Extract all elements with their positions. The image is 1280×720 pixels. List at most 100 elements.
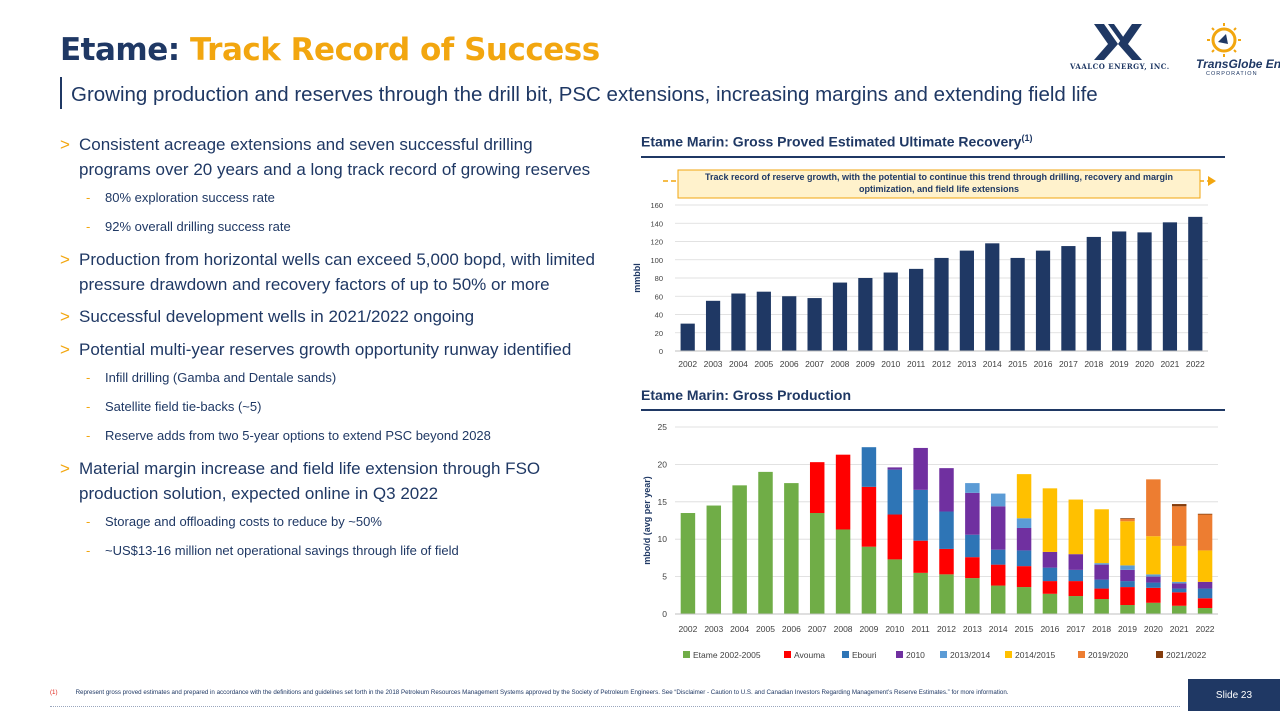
prod-bar-segment: [861, 447, 877, 487]
eur-xtick-label: 2012: [932, 359, 951, 369]
prod-ytick-label: 0: [662, 609, 667, 619]
eur-xtick-label: 2017: [1059, 359, 1078, 369]
prod-bar-segment: [1171, 545, 1187, 582]
prod-bar-segment: [990, 506, 1006, 550]
prod-legend-label: 2010: [906, 650, 925, 660]
eur-chart-title-sup: (1): [1021, 133, 1033, 143]
prod-bar-segment: [1042, 567, 1058, 582]
prod-bar-segment: [939, 468, 954, 512]
prod-xtick-label: 2022: [1196, 624, 1215, 634]
prod-bar-segment: [1171, 588, 1187, 593]
prod-bar-segment: [1120, 569, 1135, 582]
eur-bar: [680, 323, 695, 351]
prod-ytick-label: 25: [658, 422, 668, 432]
prod-xtick-label: 2012: [937, 624, 956, 634]
eur-xtick-label: 2014: [983, 359, 1002, 369]
prod-bar-segment: [1171, 605, 1187, 614]
prod-bar-segment: [1068, 554, 1084, 570]
bullet-1: Consistent acreage extensions and seven …: [60, 133, 600, 182]
prod-bar-segment: [913, 489, 928, 541]
prod-legend-swatch: [1156, 651, 1163, 658]
prod-bar-segment: [861, 546, 877, 614]
eur-bar: [959, 250, 974, 351]
prod-legend-swatch: [940, 651, 947, 658]
prod-bar-segment: [784, 483, 799, 614]
eur-bar: [1112, 231, 1127, 351]
prod-bar-segment: [913, 572, 928, 614]
eur-ytick-label: 0: [659, 347, 663, 356]
sub-bullet-1-1: 80% exploration success rate: [60, 190, 600, 206]
subtitle-divider: [60, 77, 62, 109]
transglobe-logo-subtext: CORPORATION: [1206, 71, 1258, 77]
prod-bar-segment: [1042, 488, 1058, 552]
prod-bar-segment: [861, 486, 877, 547]
transglobe-logo-icon: [1207, 23, 1241, 57]
prod-bar-segment: [835, 454, 851, 530]
eur-bar: [858, 278, 873, 351]
eur-xtick-label: 2013: [957, 359, 976, 369]
prod-bar-segment: [1094, 509, 1109, 564]
prod-bar-segment: [1016, 518, 1032, 528]
callout-text-wrap: Track record of reserve growth, with the…: [705, 172, 1173, 194]
eur-bar: [909, 268, 924, 351]
page-subtitle: Growing production and reserves through …: [71, 83, 1098, 106]
eur-xtick-label: 2003: [704, 359, 723, 369]
prod-bar-segment: [913, 540, 928, 573]
sub-bullet-5-2: ~US$13-16 million net operational saving…: [60, 543, 600, 559]
prod-bar-segment: [1120, 521, 1135, 566]
prod-bar-segment: [1094, 564, 1109, 580]
bullet-2: Production from horizontal wells can exc…: [60, 248, 600, 297]
page-title: Etame: Track Record of Success: [60, 32, 600, 68]
eur-xtick-label: 2007: [805, 359, 824, 369]
sub-bullet-1-2: 92% overall drilling success rate: [60, 219, 600, 235]
prod-bar-segment: [1146, 576, 1161, 583]
prod-bar-segment: [1068, 581, 1084, 597]
eur-xtick-label: 2002: [678, 359, 697, 369]
eur-xtick-label: 2010: [881, 359, 900, 369]
prod-bar-segment: [1146, 587, 1161, 603]
prod-xtick-label: 2015: [1015, 624, 1034, 634]
prod-bar-segment: [887, 469, 903, 515]
prod-bar-segment: [732, 485, 747, 614]
eur-xtick-label: 2021: [1160, 359, 1179, 369]
prod-xtick-label: 2002: [678, 624, 697, 634]
prod-bar-segment: [913, 447, 928, 490]
eur-xtick-label: 2008: [831, 359, 850, 369]
prod-bar-segment: [1171, 504, 1187, 507]
prod-bar-segment: [835, 529, 851, 614]
prod-bar-segment: [1120, 605, 1135, 614]
eur-bar: [756, 291, 771, 351]
prod-bar-segment: [887, 514, 903, 560]
prod-bar-segment: [1197, 514, 1213, 551]
prod-legend-swatch: [784, 651, 791, 658]
prod-legend-label: 2019/2020: [1088, 650, 1128, 660]
prod-bar-segment: [1120, 518, 1135, 520]
prod-bar-segment: [1068, 596, 1084, 614]
prod-ytick-label: 5: [662, 572, 667, 582]
prod-bar-segment: [1016, 527, 1032, 551]
prod-bar-segment: [1068, 569, 1084, 582]
prod-bar-segment: [1120, 519, 1135, 522]
eur-bar: [934, 257, 949, 351]
eur-bar: [1086, 236, 1101, 351]
eur-xtick-label: 2019: [1110, 359, 1129, 369]
prod-bar-segment: [1197, 598, 1213, 609]
prod-legend-label: 2021/2022: [1166, 650, 1206, 660]
prod-bar-segment: [1146, 574, 1161, 577]
prod-bar-segment: [1016, 474, 1032, 519]
prod-legend-label: Etame 2002-2005: [693, 650, 761, 660]
eur-chart-title: Etame Marin: Gross Proved Estimated Ulti…: [641, 133, 1032, 150]
vaalco-logo-icon: [1094, 24, 1142, 60]
prod-y-axis-label: mbo/d (avg per year): [642, 476, 652, 565]
prod-bar-segment: [1197, 608, 1213, 614]
prod-bar-segment: [965, 578, 980, 614]
eur-xtick-label: 2005: [754, 359, 773, 369]
prod-bar-segment: [990, 564, 1006, 586]
prod-bar-segment: [1171, 592, 1187, 606]
prod-bar-segment: [1146, 602, 1161, 614]
footer-divider: [50, 706, 1180, 707]
prod-legend-swatch: [842, 651, 849, 658]
vaalco-logo-text: VAALCO ENERGY, INC.: [1070, 62, 1170, 71]
production-chart: 0 5 10 15 20 25 mbo/d (avg per year) 2002 2003 20…: [642, 422, 1218, 660]
eur-xtick-label: 2009: [856, 359, 875, 369]
